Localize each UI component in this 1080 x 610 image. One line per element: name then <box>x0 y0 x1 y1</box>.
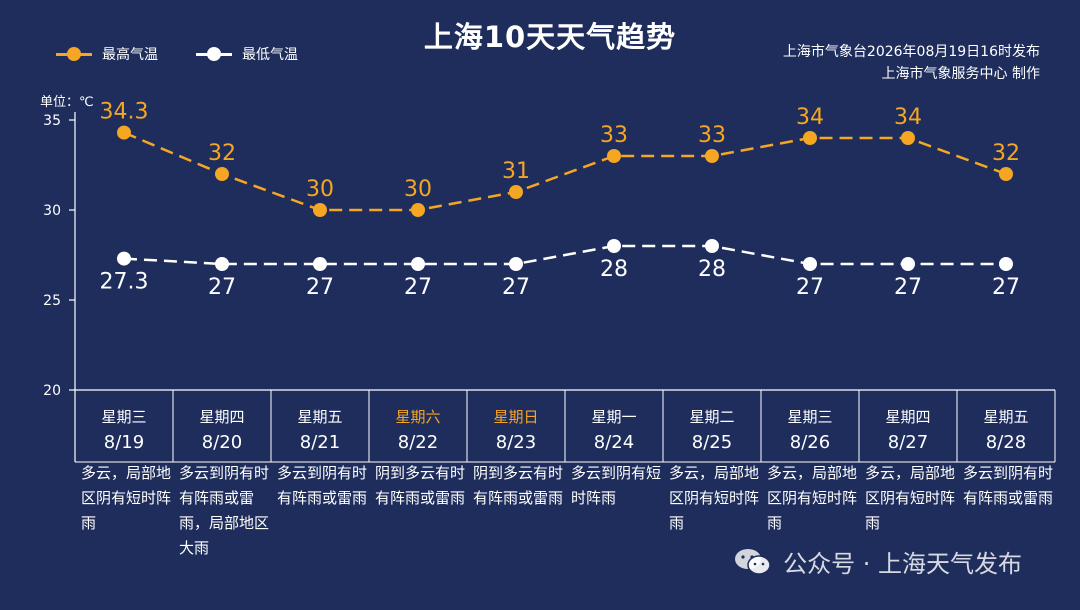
low-temp-point <box>117 251 131 266</box>
low-temp-series: 27.3 27 27 27 27 28 28 27 27 27 <box>100 239 1020 300</box>
low-temp-point <box>999 257 1013 271</box>
date-label: 8/23 <box>495 432 537 453</box>
high-temp-data-label: 30 <box>306 177 334 202</box>
high-temp-point <box>313 203 327 217</box>
high-temp-series: 34.3 32 30 30 31 33 33 34 34 32 <box>100 100 1020 217</box>
high-temp-point <box>999 167 1013 181</box>
legend-low-marker <box>196 47 232 61</box>
low-temp-data-label: 27 <box>208 275 236 300</box>
source-line-2: 上海市气象服务中心 制作 <box>881 66 1040 82</box>
high-temp-data-label: 33 <box>600 123 628 148</box>
date-label: 8/21 <box>299 432 341 453</box>
high-temp-line <box>123 131 1007 212</box>
low-temp-data-label: 28 <box>600 257 628 282</box>
low-temp-point <box>313 257 327 271</box>
wechat-icon <box>735 548 771 575</box>
high-temp-data-label: 34 <box>796 105 824 130</box>
legend: 最高气温 最低气温 <box>56 44 336 64</box>
low-temp-data-label: 27 <box>404 275 432 300</box>
date-label: 8/26 <box>789 432 831 453</box>
legend-high-label: 最高气温 <box>102 47 158 63</box>
chart-title: 上海10天天气趋势 <box>423 20 677 54</box>
y-tick-label: 30 <box>43 203 61 219</box>
low-temp-data-label: 27 <box>306 275 334 300</box>
y-tick-label: 35 <box>43 113 61 129</box>
watermark-text: 公众号 · 上海天气发布 <box>783 550 1022 578</box>
date-label: 8/22 <box>397 432 439 453</box>
weather-description: 多云到阴有时有阵雨或雷雨 <box>277 464 368 507</box>
chart-axes <box>74 112 1056 463</box>
low-temp-point <box>509 257 523 271</box>
legend-item-low: 最低气温 <box>196 44 298 64</box>
weather-description: 多云，局部地区阴有短时阵雨 <box>81 464 172 532</box>
high-temp-point <box>509 185 523 199</box>
weather-description: 多云到阴有短时阵雨 <box>571 464 662 507</box>
low-temp-data-label: 27 <box>894 275 922 300</box>
weekday-label: 星期四 <box>885 408 931 426</box>
legend-low-label: 最低气温 <box>242 47 298 63</box>
weather-description: 多云到阴有时有阵雨或雷雨，局部地区大雨 <box>179 464 270 557</box>
weekday-label: 星期日 <box>493 408 539 426</box>
date-label: 8/25 <box>691 432 733 453</box>
low-temp-data-label: 27.3 <box>100 270 149 295</box>
high-temp-data-label: 31 <box>502 159 530 184</box>
y-tick-label: 20 <box>43 383 61 399</box>
low-temp-point <box>705 239 719 253</box>
weather-description: 多云，局部地区阴有短时阵雨 <box>767 464 858 532</box>
high-temp-point <box>901 131 915 145</box>
low-temp-point <box>803 257 817 271</box>
low-temp-point <box>901 257 915 271</box>
high-temp-point <box>215 167 229 181</box>
high-temp-point <box>705 149 719 163</box>
legend-item-high: 最高气温 <box>56 44 158 64</box>
weather-description: 阴到多云有时有阵雨或雷雨 <box>375 464 466 507</box>
high-temp-data-label: 32 <box>208 141 236 166</box>
weekday-label: 星期一 <box>591 408 637 426</box>
source-line-1: 上海市气象台2026年08月19日16时发布 <box>782 44 1040 60</box>
low-temp-data-label: 27 <box>796 275 824 300</box>
watermark: 公众号 · 上海天气发布 <box>733 544 1022 579</box>
legend-high-marker <box>56 47 92 61</box>
weekday-label: 星期五 <box>297 408 343 426</box>
date-label: 8/19 <box>103 432 145 453</box>
low-temp-data-label: 27 <box>502 275 530 300</box>
high-temp-data-label: 33 <box>698 123 726 148</box>
unit-label: 单位：℃ <box>40 95 94 110</box>
date-label: 8/20 <box>201 432 243 453</box>
low-temp-line <box>123 244 1006 266</box>
low-temp-data-label: 27 <box>992 275 1020 300</box>
weekday-label: 星期三 <box>787 408 833 426</box>
weekday-label: 星期四 <box>199 408 245 426</box>
y-tick-label: 25 <box>43 293 61 309</box>
high-temp-point <box>803 131 817 145</box>
low-temp-data-label: 28 <box>698 257 726 282</box>
low-temp-point <box>411 257 425 271</box>
high-temp-data-label: 32 <box>992 141 1020 166</box>
low-temp-point <box>607 239 621 253</box>
date-label: 8/24 <box>593 432 635 453</box>
weather-description: 多云到阴有时有阵雨或雷雨 <box>963 464 1054 507</box>
y-axis-ticks: 20 25 30 35 <box>43 113 75 399</box>
weekday-label: 星期五 <box>983 408 1029 426</box>
weather-description: 阴到多云有时有阵雨或雷雨 <box>473 464 564 507</box>
date-label: 8/28 <box>985 432 1027 453</box>
weekday-label: 星期二 <box>689 408 735 426</box>
weekday-label: 星期三 <box>101 408 147 426</box>
high-temp-data-label: 30 <box>404 177 432 202</box>
high-temp-data-label: 34 <box>894 105 922 130</box>
weather-description: 多云，局部地区阴有短时阵雨 <box>669 464 760 532</box>
date-label: 8/27 <box>887 432 929 453</box>
weekday-label: 星期六 <box>395 408 441 426</box>
high-temp-point <box>607 149 621 163</box>
low-temp-point <box>215 257 229 271</box>
high-temp-data-label: 34.3 <box>100 100 149 125</box>
source-info: 上海市气象台2026年08月19日16时发布 上海市气象服务中心 制作 <box>783 41 1040 85</box>
weather-description: 多云，局部地区阴有短时阵雨 <box>865 464 956 532</box>
high-temp-point <box>117 125 131 140</box>
high-temp-point <box>411 203 425 217</box>
